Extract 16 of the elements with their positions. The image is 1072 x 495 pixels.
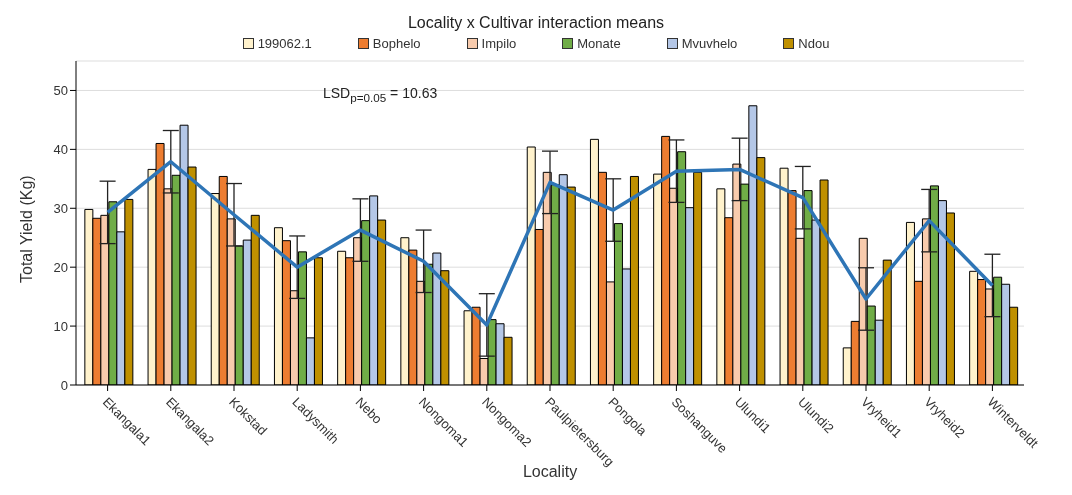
y-tick-label: 40	[53, 141, 68, 157]
chart-title: Locality x Cultivar interaction means	[406, 14, 666, 32]
legend-label: Monate	[576, 36, 621, 51]
legend-label: Ndou	[797, 36, 830, 51]
legend-label: Mvuvhelo	[680, 36, 738, 51]
legend-label: Bophelo	[371, 36, 421, 51]
legend-label: Impilo	[480, 36, 517, 51]
y-tick-label: 10	[53, 318, 68, 334]
y-tick-label: 0	[60, 377, 68, 393]
y-axis-title: Total Yield (Kg)	[17, 175, 35, 283]
legend-label: 199062.1	[256, 36, 312, 51]
line-series	[105, 159, 995, 327]
y-tick-label: 30	[53, 200, 68, 216]
annotation: LSD$_{p=0.05}$ = 10.63	[323, 85, 438, 104]
y-tick-label: 20	[53, 259, 68, 275]
y-tick-label: 50	[53, 83, 68, 99]
